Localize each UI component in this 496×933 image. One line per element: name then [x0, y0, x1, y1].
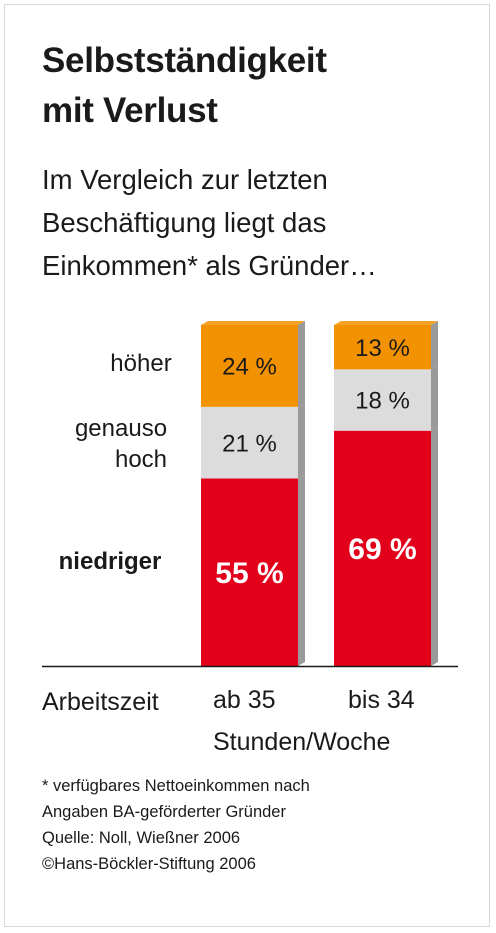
- row-label-hoeher: höher: [110, 350, 172, 377]
- title-line-1: Selbstständigkeit: [42, 41, 327, 80]
- chart-title: Selbstständigkeit mit Verlust: [42, 36, 472, 136]
- bar-ab-35-genauso-hoch-value-label: 21 %: [222, 430, 277, 457]
- footnote: * verfügbares Nettoeinkommen nach Angabe…: [42, 773, 482, 877]
- bar-bis-34-niedriger: [334, 430, 431, 666]
- bar-ab-35-niedriger-side: [298, 474, 305, 666]
- bar-bis-34-niedriger-value-label: 69 %: [348, 533, 416, 566]
- bar-bis-34-genauso-hoch: [334, 369, 431, 431]
- bar-ab-35-genauso-hoch-side: [298, 402, 305, 479]
- bar-ab-35-hoeher-value-label: 24 %: [222, 354, 277, 381]
- bar-ab-35-hoeher-top: [201, 321, 305, 325]
- title-line-2: mit Verlust: [42, 91, 218, 130]
- source-line: Quelle: Noll, Wießner 2006: [42, 829, 241, 847]
- footnote-line-1: * verfügbares Nettoeinkommen nach: [42, 777, 310, 795]
- row-label-genauso-line-2: hoch: [114, 446, 168, 473]
- subtitle-line-3: Einkommen* als Gründer…: [42, 250, 377, 281]
- bar-bis-34-hoeher-value-label: 13 %: [355, 335, 410, 362]
- footnote-line-2: Angaben BA-geförderter Gründer: [42, 803, 286, 821]
- bar-ab-35-hoeher: [201, 325, 298, 407]
- x-axis-unit: Stunden/Woche: [213, 728, 391, 756]
- x-tick-bis-34: bis 34: [348, 686, 415, 714]
- row-label-genauso-line-1: genauso: [74, 415, 168, 442]
- x-axis-label: Arbeitszeit: [42, 688, 159, 716]
- subtitle-line-2: Beschäftigung liegt das: [42, 207, 327, 238]
- bar-ab-35-niedriger: [201, 478, 298, 666]
- bar-ab-35-niedriger-value-label: 55 %: [215, 557, 283, 590]
- subtitle-line-1: Im Vergleich zur letzten: [42, 164, 328, 195]
- chart-frame: [4, 4, 490, 927]
- copyright-line: ©Hans-Böckler-Stiftung 2006: [42, 855, 256, 873]
- bar-bis-34-hoeher: [334, 325, 431, 370]
- bar-ab-35-hoeher-side: [298, 321, 305, 407]
- bar-ab-35-genauso-hoch: [201, 406, 298, 479]
- chart-subtitle: Im Vergleich zur letzten Beschäftigung l…: [42, 158, 482, 287]
- bar-bis-34-genauso-hoch-side: [431, 365, 438, 431]
- x-tick-ab-35: ab 35: [213, 686, 276, 714]
- bar-bis-34-hoeher-top: [334, 321, 438, 325]
- row-label-niedriger: niedriger: [58, 548, 162, 575]
- bar-bis-34-genauso-hoch-value-label: 18 %: [355, 388, 410, 415]
- bar-bis-34-hoeher-side: [431, 321, 438, 370]
- bar-bis-34-niedriger-side: [431, 426, 438, 666]
